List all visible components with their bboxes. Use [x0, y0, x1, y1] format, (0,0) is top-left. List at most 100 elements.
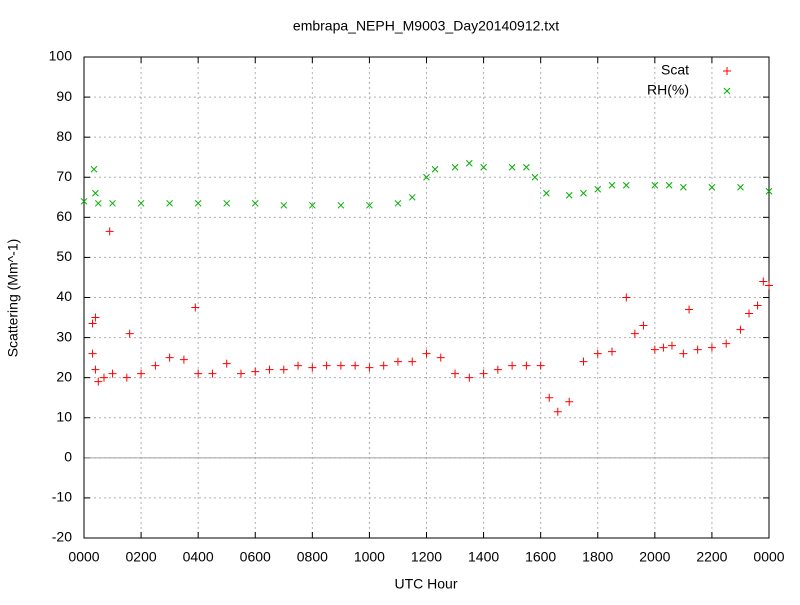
- point: [322, 361, 331, 370]
- point: [109, 199, 116, 207]
- point: [667, 341, 676, 350]
- point: [565, 191, 573, 199]
- point: [753, 301, 762, 310]
- y-tick-label: 50: [56, 248, 72, 264]
- point: [408, 357, 417, 366]
- point: [622, 181, 630, 189]
- point: [565, 397, 574, 406]
- point: [465, 373, 474, 382]
- point: [336, 361, 345, 370]
- point: [90, 165, 98, 173]
- point: [280, 201, 288, 209]
- point: [236, 369, 245, 378]
- point: [279, 365, 288, 374]
- point: [393, 357, 402, 366]
- x-tick-label: 1000: [354, 549, 385, 565]
- y-tick-label: 10: [56, 408, 72, 424]
- point: [91, 313, 100, 322]
- point: [423, 173, 430, 181]
- y-tick-label: 60: [56, 208, 72, 224]
- point: [122, 373, 131, 382]
- x-tick-label: 0600: [240, 549, 271, 565]
- point: [88, 349, 97, 358]
- point: [650, 345, 659, 354]
- point: [736, 325, 745, 334]
- x-axis-label: UTC Hour: [394, 576, 457, 592]
- point: [208, 369, 217, 378]
- point: [394, 199, 402, 207]
- point: [165, 353, 174, 362]
- point: [451, 163, 459, 171]
- point: [608, 347, 617, 356]
- point: [708, 183, 716, 191]
- point: [80, 197, 88, 205]
- y-axis-label: Scattering (Mm^-1): [5, 239, 21, 358]
- point: [222, 359, 231, 368]
- point: [630, 329, 639, 338]
- point: [765, 281, 773, 290]
- point: [543, 189, 550, 197]
- point: [294, 361, 303, 370]
- point: [105, 227, 114, 236]
- x-tick-label: 1200: [411, 549, 442, 565]
- legend-label: Scat: [661, 62, 689, 78]
- point: [223, 199, 231, 207]
- point: [92, 189, 99, 197]
- point: [465, 159, 473, 167]
- y-tick-label: 100: [49, 48, 73, 64]
- x-tick-label: 1800: [582, 549, 613, 565]
- point: [608, 181, 616, 189]
- point: [622, 293, 631, 302]
- point: [579, 357, 588, 366]
- point: [108, 369, 117, 378]
- point: [351, 361, 360, 370]
- y-tick-label: 30: [56, 328, 72, 344]
- point: [679, 349, 688, 358]
- point: [737, 183, 744, 191]
- point: [522, 361, 531, 370]
- point: [651, 181, 659, 189]
- point: [707, 343, 716, 352]
- point: [365, 363, 374, 372]
- y-tick-label: 0: [64, 449, 72, 465]
- point: [493, 365, 502, 374]
- plot-border: [83, 56, 770, 539]
- point: [99, 373, 108, 382]
- y-tick-label: 70: [56, 168, 72, 184]
- point: [745, 309, 754, 318]
- point: [508, 163, 516, 171]
- point: [479, 369, 488, 378]
- point: [523, 163, 530, 171]
- legend-label: RH(%): [647, 82, 689, 98]
- x-tick-label: 1400: [468, 549, 499, 565]
- point: [665, 181, 673, 189]
- point: [88, 319, 97, 328]
- x-tick-label: 0200: [126, 549, 157, 565]
- y-tick-label: 40: [56, 288, 72, 304]
- point: [308, 363, 317, 372]
- point: [659, 343, 668, 352]
- y-tick-label: -20: [52, 529, 72, 545]
- point: [685, 305, 694, 314]
- y-tick-label: 80: [56, 128, 72, 144]
- point: [431, 165, 439, 173]
- point: [337, 201, 345, 209]
- point: [508, 361, 517, 370]
- point: [94, 377, 103, 386]
- point: [759, 277, 768, 286]
- x-tick-label: 0800: [297, 549, 328, 565]
- point: [580, 189, 587, 197]
- x-tick-label: 2000: [639, 549, 670, 565]
- point: [436, 353, 445, 362]
- point: [265, 365, 274, 374]
- point: [693, 345, 702, 354]
- chart-title: embrapa_NEPH_M9003_Day20140912.txt: [293, 18, 559, 34]
- point: [408, 193, 416, 201]
- point: [191, 303, 200, 312]
- point: [593, 349, 602, 358]
- x-tick-label: 2200: [696, 549, 727, 565]
- point: [125, 329, 134, 338]
- point: [422, 349, 431, 358]
